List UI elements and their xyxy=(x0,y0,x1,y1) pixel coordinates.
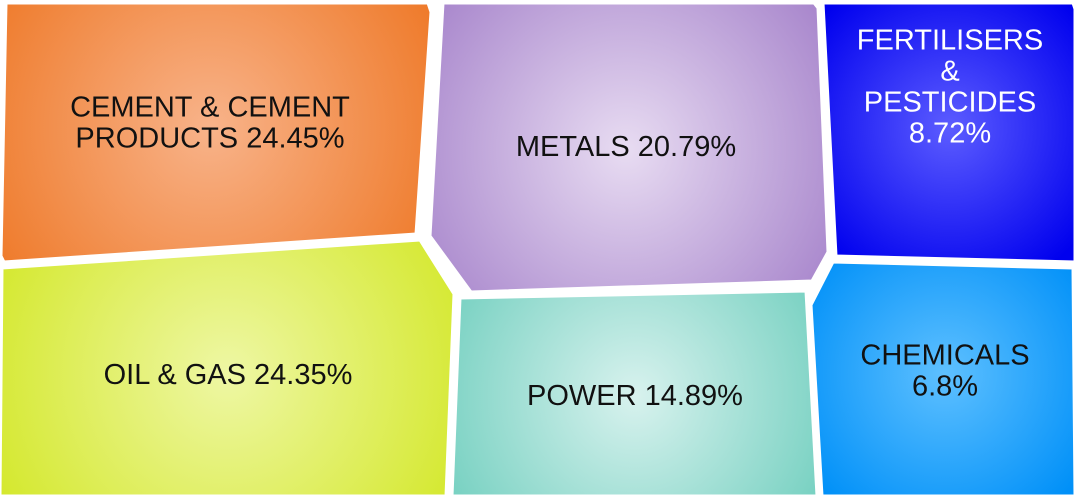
treemap-cell-label-line: POWER 14.89% xyxy=(527,380,743,412)
treemap-cell-power[interactable]: POWER 14.89% xyxy=(450,289,819,498)
treemap-cell-label-metals: METALS 20.79% xyxy=(516,131,736,163)
treemap-cell-label-line: CEMENT & CEMENT xyxy=(70,92,350,124)
treemap-cell-chemicals[interactable]: CHEMICALS 6.8% xyxy=(809,260,1077,498)
treemap-cell-label-line: PESTICIDES xyxy=(864,87,1036,119)
treemap-cell-label-line: 8.72% xyxy=(909,118,991,150)
treemap-cell-label-line: & xyxy=(940,56,959,88)
treemap-cell-label-power: POWER 14.89% xyxy=(527,380,743,412)
treemap-cell-label-line: 6.8% xyxy=(912,371,978,403)
treemap-cell-label-line: OIL & GAS 24.35% xyxy=(104,359,353,391)
treemap-cell-shape-fertilisers[interactable] xyxy=(821,1,1077,264)
treemap-cell-label-line: METALS 20.79% xyxy=(516,131,736,163)
treemap-cell-label-line: CHEMICALS xyxy=(860,340,1029,372)
treemap-cell-label-line: PRODUCTS 24.45% xyxy=(75,123,344,155)
treemap-cell-fertilisers[interactable]: FERTILISERS & PESTICIDES 8.72% xyxy=(821,1,1077,264)
treemap-cell-shape-metals[interactable] xyxy=(428,1,830,294)
treemap-cell-cement[interactable]: CEMENT & CEMENT PRODUCTS 24.45% xyxy=(0,1,433,264)
treemap-cell-shape-oilgas[interactable] xyxy=(0,238,456,498)
treemap-cell-label-chemicals: CHEMICALS 6.8% xyxy=(860,340,1029,403)
treemap-cell-label-oilgas: OIL & GAS 24.35% xyxy=(104,359,353,391)
treemap-cell-label-fertilisers: FERTILISERS & PESTICIDES 8.72% xyxy=(857,25,1043,150)
treemap-cell-label-cement: CEMENT & CEMENT PRODUCTS 24.45% xyxy=(70,92,350,155)
treemap-cell-shape-chemicals[interactable] xyxy=(809,260,1077,498)
treemap-cell-metals[interactable]: METALS 20.79% xyxy=(428,1,830,294)
treemap-cell-oilgas[interactable]: OIL & GAS 24.35% xyxy=(0,238,456,498)
treemap-cell-shape-cement[interactable] xyxy=(0,1,433,264)
treemap-cell-label-line: FERTILISERS xyxy=(857,25,1043,57)
treemap-cell-shape-power[interactable] xyxy=(450,289,819,498)
